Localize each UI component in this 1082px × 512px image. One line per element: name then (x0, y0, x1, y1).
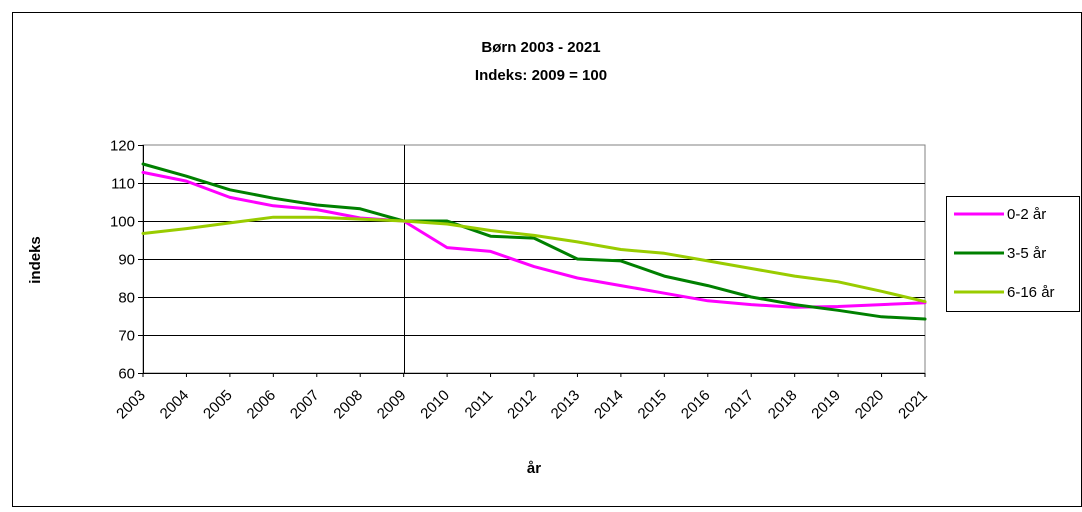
y-tick-label: 60 (118, 366, 135, 383)
series-lines (141, 162, 927, 321)
x-axis-label: år (527, 460, 541, 477)
y-tick-label: 100 (110, 214, 135, 231)
legend-entry: 0-2 år (1007, 206, 1046, 223)
legend-entry: 6-16 år (1007, 284, 1055, 301)
y-tick-label: 80 (118, 290, 135, 307)
y-axis-label: indeks (27, 236, 44, 284)
legend-entry: 3-5 år (1007, 245, 1046, 262)
series-line-3 (141, 215, 927, 304)
y-tick-label: 90 (118, 252, 135, 269)
series-line-2 (141, 162, 927, 321)
legend: 0-2 år 3-5 år 6-16 år (946, 196, 1080, 312)
grid-lines (143, 145, 925, 373)
y-tick-label: 110 (111, 176, 135, 193)
y-tick-label: 70 (118, 328, 135, 345)
y-tick-label: 120 (110, 138, 135, 155)
series-line-1 (141, 170, 927, 309)
chart-title: Børn 2003 - 2021 (481, 39, 600, 56)
chart-subtitle: Indeks: 2009 = 100 (475, 67, 607, 84)
